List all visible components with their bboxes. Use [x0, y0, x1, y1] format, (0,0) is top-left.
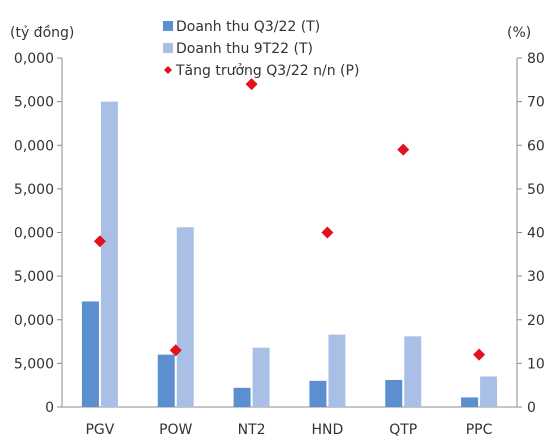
- bar-q3-qtp: [385, 379, 403, 407]
- bar-9t-nt2: [252, 347, 270, 407]
- growth-marker-qtp: [397, 143, 410, 156]
- category-label: PPC: [466, 422, 493, 436]
- left-axis-unit-label: (tỷ đồng): [10, 24, 74, 41]
- right-tick-label: 20: [527, 313, 545, 329]
- legend-swatch: [163, 21, 173, 31]
- growth-marker-pgv: [93, 235, 106, 248]
- category-label: POW: [159, 422, 192, 436]
- legend: Doanh thu Q3/22 (T) Doanh thu 9T22 (T) Tăn…: [163, 19, 359, 79]
- legend-label: Doanh thu 9T22 (T): [176, 41, 313, 57]
- category-label: PGV: [85, 422, 114, 436]
- growth-marker-hnd: [321, 226, 334, 239]
- legend-marker: [164, 66, 172, 74]
- axes: 0 5,000 0,000 5,000 0,000 5,000 0,000 5,000 0,00…: [14, 51, 545, 416]
- left-tick-label: 0,000: [14, 226, 54, 242]
- legend-label: Doanh thu Q3/22 (T): [176, 19, 320, 35]
- bar-q3-hnd: [309, 380, 327, 407]
- category-labels: PGV POW NT2 HND QTP PPC: [85, 422, 492, 436]
- growth-marker-pow: [169, 344, 182, 357]
- growth-markers: [93, 78, 486, 361]
- right-tick-label: 0: [527, 400, 536, 416]
- right-tick-label: 50: [527, 182, 545, 198]
- legend-label: Tăng trưởng Q3/22 n/n (P): [175, 63, 359, 79]
- left-tick-label: 0,000: [14, 138, 54, 154]
- left-tick-label: 0,000: [14, 313, 54, 329]
- bar-9t-hnd: [328, 334, 346, 407]
- right-tick-label: 40: [527, 226, 545, 242]
- bar-q3-pow: [157, 354, 175, 407]
- right-tick-label: 60: [527, 138, 545, 154]
- left-tick-label: 0,000: [14, 51, 54, 67]
- bar-q3-ppc: [461, 397, 479, 407]
- bar-q3-nt2: [233, 387, 251, 407]
- bars: [81, 101, 498, 407]
- right-tick-label: 10: [527, 356, 545, 372]
- category-label: QTP: [389, 422, 417, 436]
- left-tick-label: 5,000: [14, 95, 54, 111]
- growth-marker-ppc: [473, 348, 486, 361]
- right-tick-label: 80: [527, 51, 545, 67]
- right-tick-label: 70: [527, 95, 545, 111]
- category-label: HND: [312, 422, 344, 436]
- bar-9t-qtp: [404, 336, 422, 407]
- legend-swatch: [163, 43, 173, 53]
- left-tick-label: 5,000: [14, 269, 54, 285]
- growth-marker-nt2: [245, 78, 258, 91]
- left-tick-label: 5,000: [14, 356, 54, 372]
- bar-9t-pgv: [100, 101, 118, 407]
- right-tick-label: 30: [527, 269, 545, 285]
- right-axis-unit-label: (%): [507, 25, 531, 41]
- left-tick-label: 0: [45, 400, 54, 416]
- bar-9t-pow: [176, 227, 194, 407]
- bar-9t-ppc: [480, 376, 498, 407]
- category-label: NT2: [238, 422, 266, 436]
- left-tick-label: 5,000: [14, 182, 54, 198]
- bar-q3-pgv: [81, 301, 99, 407]
